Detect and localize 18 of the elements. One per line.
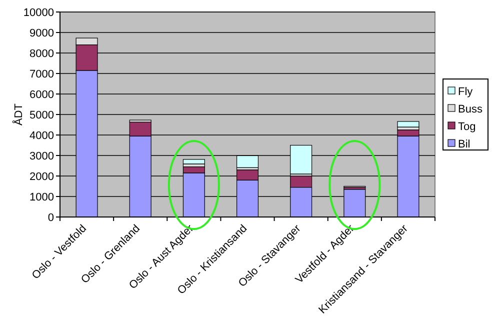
y-tick-label: 4000 — [30, 130, 54, 142]
y-tick-label: 8000 — [30, 48, 54, 60]
y-tick-label: 6000 — [30, 88, 54, 101]
legend-label: Bil — [458, 138, 470, 150]
bar — [182, 159, 205, 164]
bar — [397, 121, 420, 128]
y-axis-title: ÅDT — [12, 103, 25, 126]
legend-label: Buss — [458, 103, 483, 116]
y-tick-label: 7000 — [30, 68, 54, 80]
y-tick-label: 0 — [48, 212, 54, 224]
y-tick-label: 1000 — [30, 191, 54, 204]
y-tick-label: 9000 — [30, 27, 54, 40]
y-tick-label: 10000 — [23, 6, 54, 19]
y-tick-label: 3000 — [30, 150, 54, 162]
y-tick-label: 2000 — [30, 170, 54, 183]
y-tick-label: 5000 — [30, 109, 54, 122]
legend-label: Fly — [458, 86, 474, 98]
legend-label: Tog — [458, 120, 476, 133]
